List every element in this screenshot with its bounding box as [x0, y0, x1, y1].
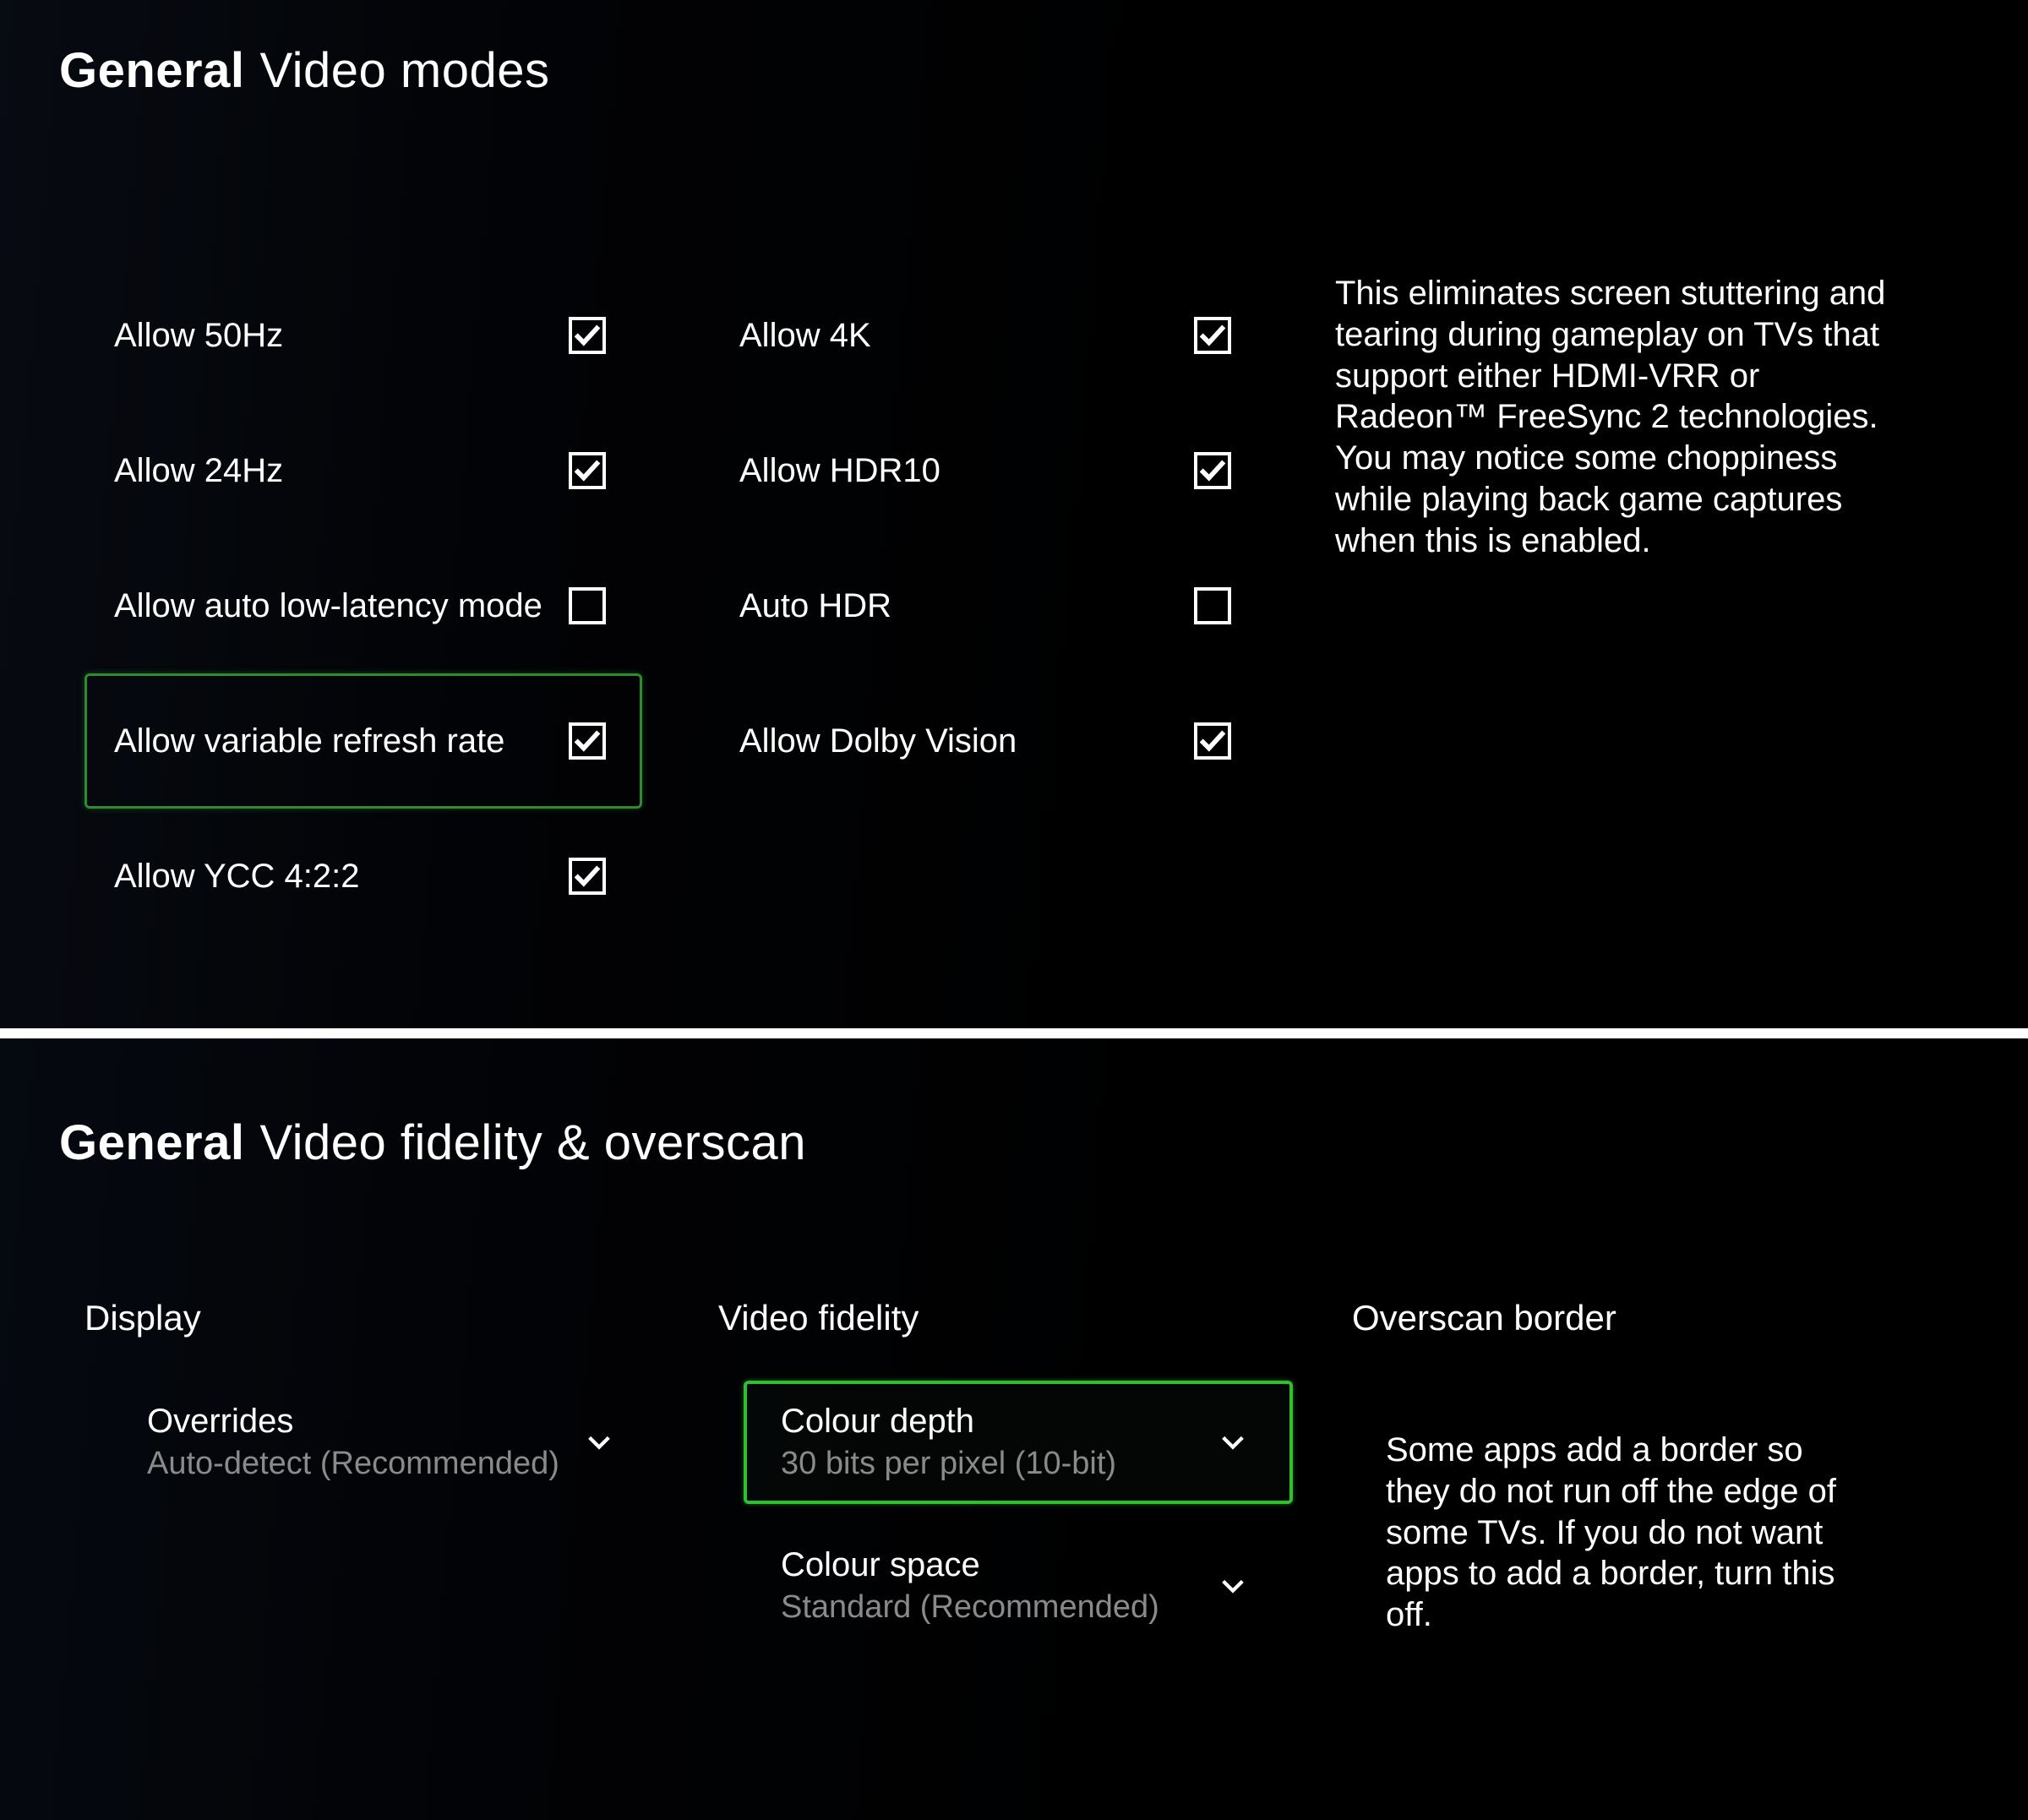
video-fidelity-column: Video fidelity Colour depth 30 bits per … [718, 1298, 1344, 1668]
dropdown-title: Colour depth [781, 1403, 1116, 1441]
display-column: Display Overrides Auto-detect (Recommend… [84, 1298, 710, 1524]
checkbox-icon [1194, 587, 1231, 624]
dropdown-value: Auto-detect (Recommended) [147, 1446, 559, 1482]
option-allow-hdr10[interactable]: Allow HDR10 [710, 403, 1268, 538]
overscan-description: Some apps add a border so they do not ru… [1352, 1381, 1969, 1636]
option-label: Allow HDR10 [739, 452, 940, 490]
dropdown-title: Overrides [147, 1403, 559, 1441]
checkbox-icon [1194, 722, 1231, 760]
breadcrumb: General Video fidelity & overscan [59, 1114, 1969, 1171]
chevron-down-icon [585, 1428, 613, 1457]
dropdown-value: 30 bits per pixel (10-bit) [781, 1446, 1116, 1482]
dropdown-value: Standard (Recommended) [781, 1589, 1159, 1626]
video-modes-panel: GeneralVideo modes Allow 50HzAllow 24HzA… [0, 0, 2028, 1028]
overscan-column: Overscan border Some apps add a border s… [1352, 1298, 1969, 1636]
option-allow-50hz[interactable]: Allow 50Hz [84, 268, 642, 403]
overrides-dropdown[interactable]: Overrides Auto-detect (Recommended) [110, 1381, 659, 1504]
option-allow-4k[interactable]: Allow 4K [710, 268, 1268, 403]
dropdown-title: Colour space [781, 1546, 1159, 1584]
option-label: Auto HDR [739, 587, 891, 625]
checkbox-icon [569, 858, 606, 895]
checkbox-icon [1194, 317, 1231, 354]
video-modes-grid: Allow 50Hz Allow 24Hz Allow auto low-laten… [59, 268, 1969, 944]
breadcrumb-category: General [59, 1115, 245, 1170]
option-allow-dolby-vision[interactable]: Allow Dolby Vision [710, 673, 1268, 809]
option-allow-ycc-4-2-2[interactable]: Allow YCC 4:2:2 [84, 809, 642, 944]
option-allow-auto-low-latency-mode[interactable]: Allow auto low-latency mode [84, 538, 642, 673]
video-modes-col-1: Allow 50Hz Allow 24Hz Allow auto low-laten… [84, 268, 693, 944]
chevron-down-icon [1218, 1572, 1247, 1600]
checkbox-icon [1194, 452, 1231, 489]
checkbox-icon [569, 452, 606, 489]
breadcrumb: General Video modes [59, 42, 1969, 99]
option-label: Allow variable refresh rate [114, 722, 504, 760]
checkbox-icon [569, 722, 606, 760]
option-auto-hdr[interactable]: Auto HDR [710, 538, 1268, 673]
video-fidelity-heading: Video fidelity [718, 1298, 1344, 1338]
colour-space-dropdown[interactable]: Colour space Standard (Recommended) [744, 1524, 1293, 1648]
option-label: Allow Dolby Vision [739, 722, 1017, 760]
option-label: Allow 4K [739, 317, 871, 355]
breadcrumb-page: Video modes [260, 43, 550, 98]
breadcrumb-page: Video fidelity & overscan [260, 1115, 807, 1170]
option-allow-variable-refresh-rate[interactable]: Allow variable refresh rate [84, 673, 642, 809]
panel-divider [0, 1028, 2028, 1038]
option-label: Allow YCC 4:2:2 [114, 858, 360, 896]
checkbox-icon [569, 587, 606, 624]
video-fidelity-grid: Display Overrides Auto-detect (Recommend… [59, 1298, 1969, 1668]
chevron-down-icon [1218, 1428, 1247, 1457]
checkbox-icon [569, 317, 606, 354]
option-label: Allow 24Hz [114, 452, 283, 490]
option-label: Allow auto low-latency mode [114, 587, 542, 625]
overscan-heading: Overscan border [1352, 1298, 1969, 1338]
video-modes-col-2: Allow 4K Allow HDR10 Auto HDR Allow Dolby V… [710, 268, 1318, 809]
video-fidelity-panel: General Video fidelity & overscan Display… [0, 1038, 2028, 1820]
breadcrumb-category: General [59, 43, 245, 98]
option-description: This eliminates screen stuttering and te… [1335, 268, 1969, 562]
colour-depth-dropdown[interactable]: Colour depth 30 bits per pixel (10-bit) [744, 1381, 1293, 1504]
option-label: Allow 50Hz [114, 317, 283, 355]
option-allow-24hz[interactable]: Allow 24Hz [84, 403, 642, 538]
display-heading: Display [84, 1298, 710, 1338]
